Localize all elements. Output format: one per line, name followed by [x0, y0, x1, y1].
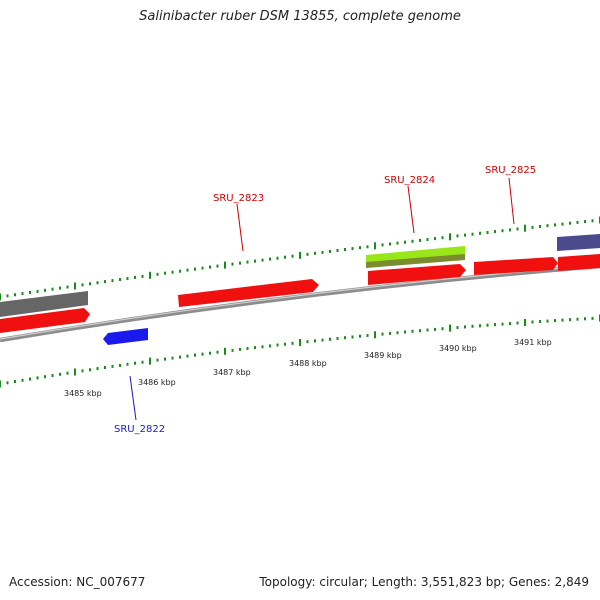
red-gene-arrow-sru-2825: [474, 257, 558, 275]
red-gene-arrow-left: [0, 308, 90, 333]
outer-tick-track: [0, 216, 600, 301]
scale-label-3485: 3485 kbp: [64, 389, 102, 398]
red-gene-arrow-sru-2824: [368, 264, 466, 285]
genome-backbone-highlight: [0, 264, 600, 340]
gene-label-sru-2823: SRU_2823: [213, 193, 264, 204]
genome-summary-text: Topology: circular; Length: 3,551,823 bp…: [259, 575, 589, 589]
gene-label-sru-2824: SRU_2824: [384, 175, 435, 186]
genome-backbone: [0, 263, 600, 343]
pointer-sru-2822: [129, 375, 137, 421]
accession-text: Accession: NC_007677: [9, 575, 146, 589]
purple-gene-bar-right: [557, 234, 600, 251]
red-gene-arrow-sru-2823: [178, 279, 319, 307]
scale-label-3488: 3488 kbp: [289, 359, 327, 368]
pointer-sru-2825: [508, 177, 515, 225]
red-gene-arrow-right: [558, 254, 600, 271]
grey-gene-bar-left: [0, 291, 88, 317]
pointer-sru-2824: [407, 185, 415, 234]
scale-label-3487: 3487 kbp: [213, 368, 251, 377]
inner-tick-track: [0, 314, 600, 388]
olive-gene-bar-sru-2824: [366, 254, 465, 268]
pointer-sru-2823: [236, 203, 244, 252]
scale-label-3491: 3491 kbp: [514, 338, 552, 347]
gene-label-sru-2825: SRU_2825: [485, 165, 536, 176]
lime-gene-bar-sru-2824: [366, 246, 465, 264]
page-title: Salinibacter ruber DSM 13855, complete g…: [139, 9, 461, 24]
scale-label-3489: 3489 kbp: [364, 351, 402, 360]
scale-label-3490: 3490 kbp: [439, 344, 477, 353]
scale-label-3486: 3486 kbp: [138, 378, 176, 387]
gene-label-sru-2822: SRU_2822: [114, 424, 165, 435]
blue-gene-arrow-sru-2822: [103, 328, 148, 345]
